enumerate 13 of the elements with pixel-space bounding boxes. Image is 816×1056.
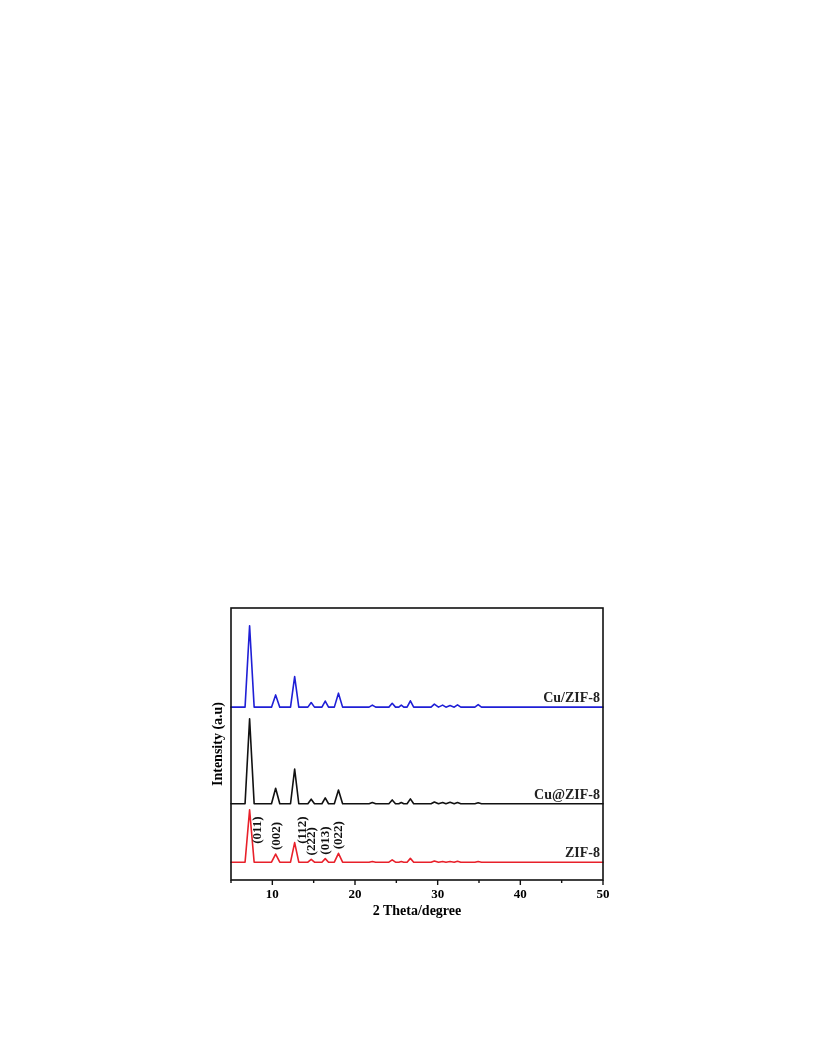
annotation: (011) (248, 816, 264, 844)
series-label: Cu/ZIF-8 (543, 690, 600, 706)
x-tick-label: 30 (431, 886, 445, 901)
y-axis-title: Intensity (a.u) (210, 701, 226, 787)
annotation: (002) (267, 821, 283, 851)
x-tick-label: 20 (348, 886, 362, 901)
x-axis-title: 2 Theta/degree (372, 903, 462, 918)
x-tick-label: 50 (596, 886, 610, 901)
x-tick-label: 40 (513, 886, 527, 901)
series-label: Cu@ZIF-8 (534, 786, 600, 802)
annotation: (013) (317, 826, 333, 855)
x-tick-label: 10 (265, 886, 279, 901)
series-label: ZIF-8 (565, 845, 600, 861)
